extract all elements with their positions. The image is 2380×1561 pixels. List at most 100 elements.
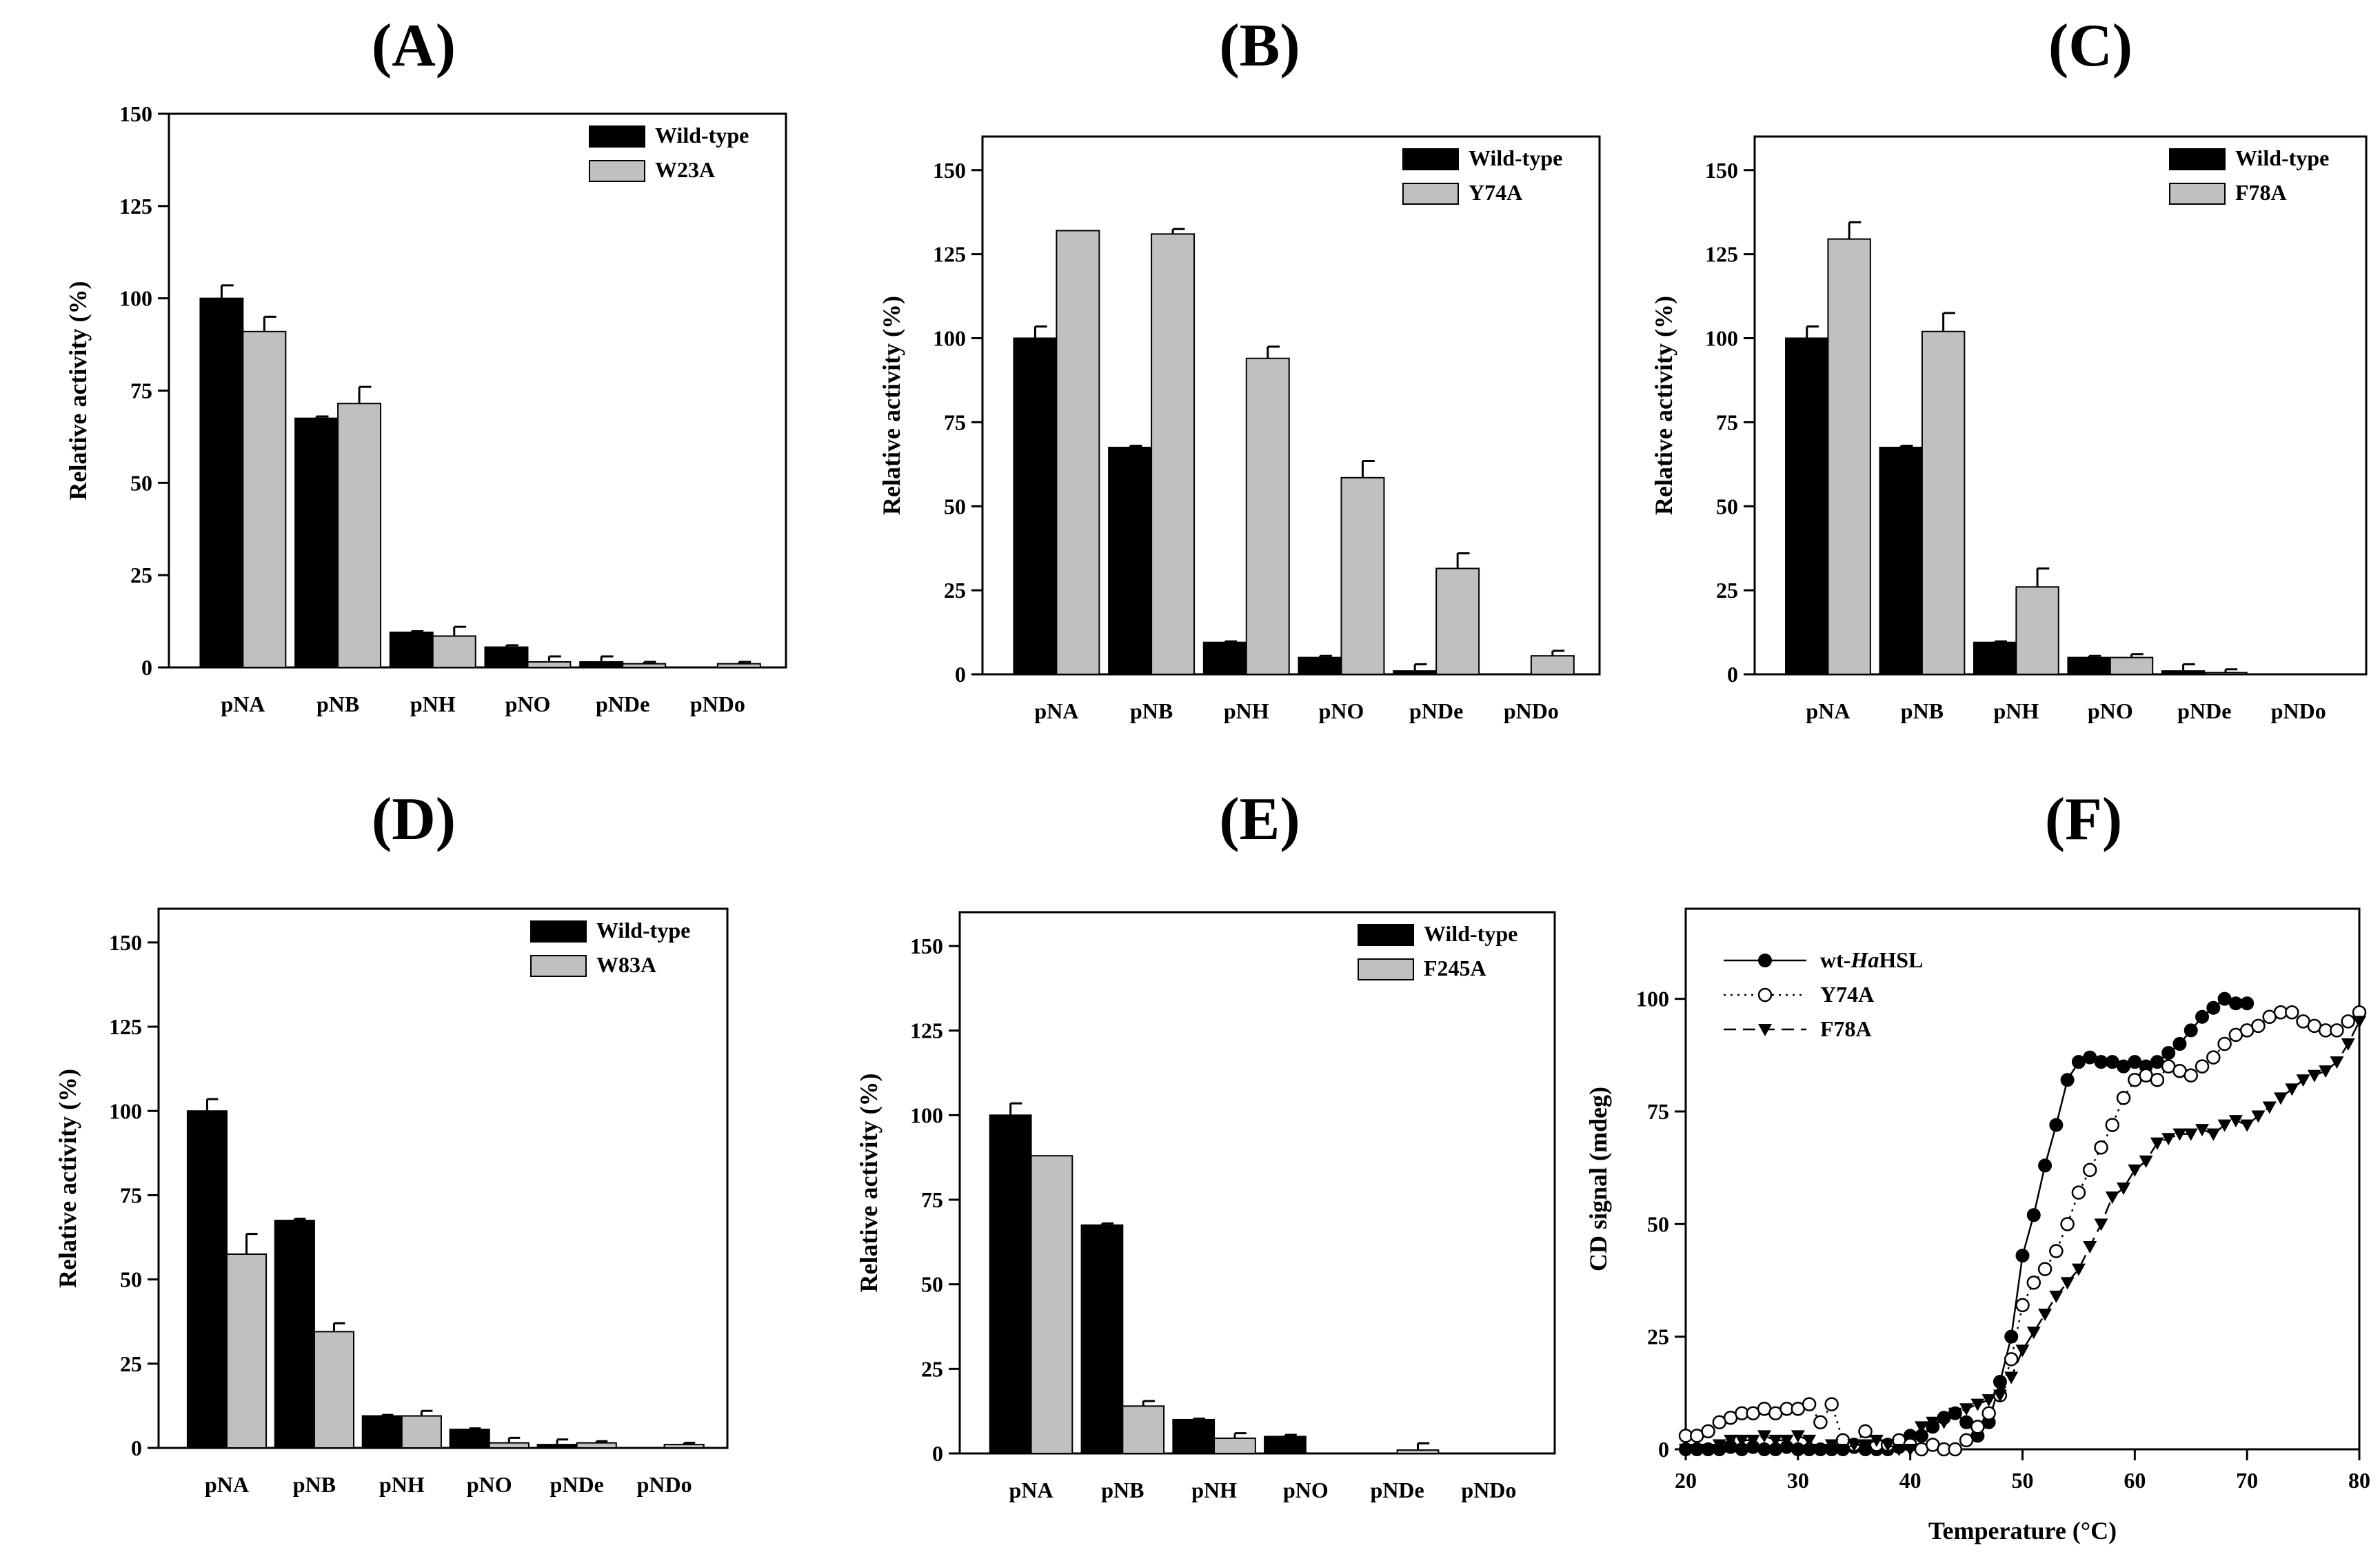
y-tick-label: 50 [921, 1272, 943, 1297]
y-tick-label: 100 [109, 1098, 142, 1123]
y-tick-label: 75 [130, 379, 152, 403]
y-tick-label: 125 [1705, 242, 1738, 267]
data-point [2172, 1128, 2187, 1141]
legend-label: Y74A [1820, 982, 1874, 1007]
x-tick-label: pNB [293, 1472, 336, 1497]
bar-wild-type [484, 646, 529, 668]
legend-label: wt-HaHSL [1820, 947, 1923, 972]
bar-y74a [1245, 357, 1290, 675]
panel-title: (B) [1219, 12, 1300, 79]
data-point [2049, 1118, 2064, 1132]
legend-swatch [589, 160, 645, 182]
bar-w23a [716, 663, 761, 669]
data-point [2285, 1005, 2299, 1020]
y-tick-label: 100 [1705, 326, 1738, 351]
data-point [1926, 1416, 1940, 1429]
data-point [1813, 1444, 1828, 1456]
bar-f78a [1827, 238, 1871, 675]
data-point [2071, 1263, 2086, 1276]
x-axis-label: Temperature (°C) [1928, 1517, 2117, 1544]
y-tick-label: 0 [1658, 1437, 1669, 1462]
x-tick-label: pNH [379, 1472, 425, 1497]
x-tick-label: pNO [1283, 1478, 1329, 1502]
bar-f78a [2203, 672, 2248, 675]
x-tick-label: 50 [2012, 1468, 2034, 1493]
data-point [2307, 1069, 2321, 1082]
data-point [2026, 1276, 2041, 1290]
data-point [1847, 1439, 1862, 1452]
data-point [2082, 1162, 2097, 1178]
data-point [2038, 1309, 2053, 1321]
data-point [2228, 1115, 2243, 1128]
data-point [2105, 1191, 2119, 1205]
data-point [1824, 1439, 1839, 1452]
bar-wild-type [1264, 1436, 1307, 1454]
y-tick-label: 0 [131, 1436, 142, 1460]
x-tick-label: pNDe [1409, 698, 1463, 723]
data-point [2240, 996, 2255, 1011]
y-tick-label: 150 [119, 101, 152, 126]
legend-label: W83A [596, 952, 656, 977]
x-tick-label: pNDo [2271, 698, 2326, 723]
data-point [1813, 1415, 1828, 1430]
data-point [2083, 1241, 2097, 1253]
bar-f78a [2109, 656, 2154, 675]
x-tick-label: pNA [1009, 1478, 1053, 1502]
x-tick-label: pNB [1901, 698, 1944, 723]
data-point [1679, 1444, 1693, 1456]
y-tick-label: 50 [944, 494, 966, 518]
bar-w83a [663, 1444, 705, 1449]
data-point [2240, 1119, 2255, 1132]
panel-title: (E) [1219, 786, 1300, 853]
bar-f245a [1030, 1155, 1073, 1454]
data-point [2116, 1091, 2131, 1105]
y-tick-label: 125 [933, 242, 966, 267]
y-tick-label: 50 [130, 470, 152, 495]
bar-w83a [488, 1442, 530, 1449]
data-point [1758, 954, 1772, 967]
data-point [1758, 1024, 1772, 1036]
bar-f245a [1122, 1405, 1165, 1454]
data-point [2071, 1185, 2086, 1200]
x-tick-label: pNH [1191, 1478, 1237, 1502]
panel-a: (A) 0 25 50 75 100 125 150 Relative activity (%)… [64, 12, 787, 716]
bar-y74a [1435, 567, 1480, 675]
data-point [1858, 1424, 1873, 1439]
bar-y74a [1530, 655, 1575, 675]
x-tick-label: pNO [467, 1472, 512, 1497]
y-tick-label: 75 [921, 1187, 943, 1212]
data-point [2274, 1092, 2288, 1105]
x-tick-label: pNH [1993, 698, 2039, 723]
data-point [1757, 987, 1773, 1003]
data-point [2184, 1068, 2198, 1082]
bar-wild-type [536, 1444, 578, 1449]
data-point [2049, 1244, 2064, 1258]
bar-wild-type [1080, 1224, 1124, 1454]
data-point [2049, 1290, 2064, 1303]
data-point [2161, 1046, 2176, 1060]
panel-title: (F) [2045, 786, 2122, 853]
data-point [1835, 1444, 1850, 1456]
series-line [1686, 1020, 2361, 1451]
y-axis-label: Relative activity (%) [1650, 296, 1677, 515]
bar-wild-type [1172, 1418, 1216, 1454]
data-point [2206, 1128, 2221, 1141]
legend-label: F245A [1424, 956, 1486, 980]
x-tick-label: pNDo [1504, 698, 1559, 723]
data-point [2352, 1016, 2366, 1029]
data-point [2015, 1298, 2030, 1313]
y-tick-label: 150 [910, 934, 943, 958]
y-tick-label: 75 [1647, 1099, 1669, 1124]
y-tick-label: 150 [1705, 158, 1738, 183]
data-point [1701, 1424, 1715, 1439]
bar-wild-type [1108, 446, 1153, 675]
y-axis-label: Relative activity (%) [855, 1074, 883, 1293]
bar-w23a [527, 661, 572, 668]
y-axis-label: Relative activity (%) [878, 296, 905, 515]
panel-title: (A) [372, 12, 456, 79]
data-point [1768, 1434, 1783, 1447]
data-point [1791, 1430, 1805, 1443]
data-point [2319, 1065, 2333, 1078]
y-tick-label: 100 [1636, 987, 1669, 1011]
data-point [1981, 1394, 1996, 1407]
